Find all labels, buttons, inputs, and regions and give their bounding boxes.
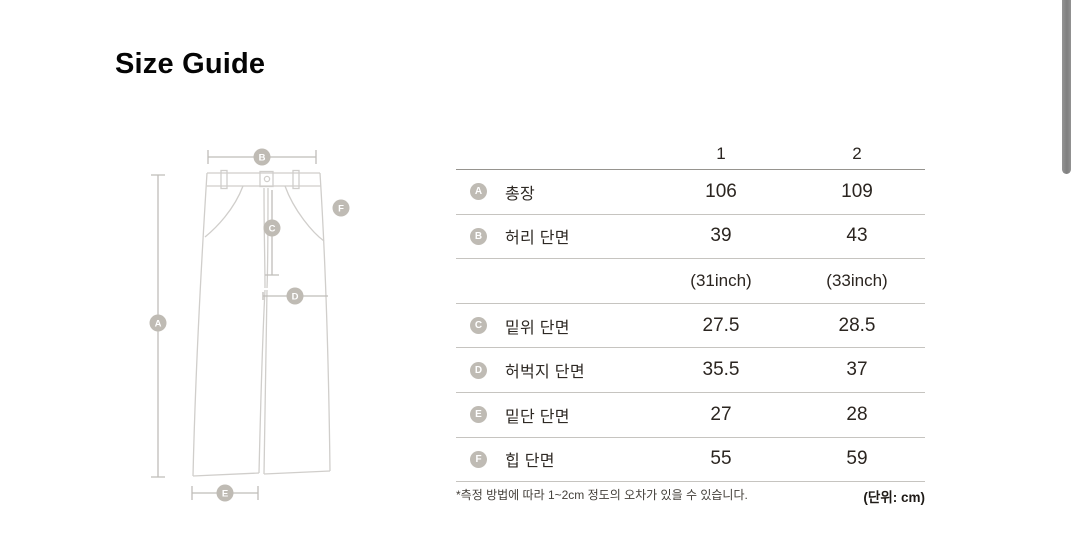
page-title: Size Guide — [115, 48, 266, 80]
row-value-size2: 59 — [846, 448, 868, 470]
row-value-size1: 35.5 — [702, 359, 740, 381]
row-value-size2: 28.5 — [838, 314, 876, 336]
pants-outline — [192, 169, 331, 477]
measure-badge-c: C — [263, 219, 281, 237]
table-footer: *측정 방법에 따라 1~2cm 정도의 오차가 있을 수 있습니다. (단위:… — [456, 486, 925, 506]
measure-badge-b: B — [253, 148, 271, 166]
table-row: C 밑위 단면 27.5 28.5 — [456, 304, 925, 349]
measurement-footnote: *측정 방법에 따라 1~2cm 정도의 오차가 있을 수 있습니다. — [456, 488, 748, 503]
table-row: D 허벅지 단면 35.5 37 — [456, 348, 925, 393]
size-table: 1 2 A 총장 106 109 B 허리 단면 39 43 (31inch) … — [456, 138, 925, 506]
row-badge: C — [470, 317, 487, 335]
row-badge: F — [470, 450, 487, 468]
table-row-inch: (31inch) (33inch) — [456, 259, 925, 304]
svg-text:C: C — [269, 223, 276, 234]
svg-text:B: B — [259, 152, 266, 163]
row-label: 힙 단면 — [505, 453, 555, 471]
row-label: 밑단 단면 — [505, 408, 570, 426]
row-value-size1: 55 — [710, 448, 732, 470]
measure-badge-d: D — [286, 287, 304, 305]
table-row: F 힙 단면 55 59 — [456, 438, 925, 483]
pants-diagram: A B C D E F — [149, 148, 350, 502]
row-value-size1: 27.5 — [702, 314, 740, 336]
row-value-size2: 28 — [846, 403, 868, 425]
row-badge: E — [470, 406, 487, 424]
table-header-row: 1 2 — [456, 138, 925, 170]
row-value-size2: 37 — [846, 359, 868, 381]
column-header-size2: 2 — [852, 143, 862, 163]
svg-text:D: D — [292, 291, 299, 302]
measure-badge-f: F — [332, 199, 350, 217]
row-label: 허벅지 단면 — [505, 364, 585, 382]
vertical-scrollbar-thumb[interactable] — [1062, 0, 1071, 174]
row-label: 허리 단면 — [505, 230, 570, 248]
measure-badge-e: E — [216, 484, 234, 502]
row-value-size1: 39 — [710, 225, 732, 247]
svg-text:E: E — [222, 488, 228, 499]
row-value-size1: 106 — [705, 180, 737, 202]
table-row: B 허리 단면 39 43 — [456, 215, 925, 260]
svg-text:A: A — [155, 318, 162, 329]
row-label: 밑위 단면 — [505, 319, 570, 337]
row-badge: A — [470, 183, 487, 201]
row-badge: D — [470, 361, 487, 379]
row-badge: B — [470, 227, 487, 245]
row-value-size2: (33inch) — [826, 270, 888, 290]
unit-note: (단위: cm) — [863, 490, 925, 506]
measure-badge-a: A — [149, 314, 167, 332]
column-header-size1: 1 — [716, 143, 726, 163]
table-row: A 총장 106 109 — [456, 170, 925, 215]
svg-text:F: F — [338, 203, 344, 214]
row-value-size2: 109 — [841, 180, 873, 202]
row-value-size2: 43 — [846, 225, 868, 247]
row-label: 총장 — [505, 185, 536, 203]
row-value-size1: (31inch) — [690, 270, 752, 290]
table-row: E 밑단 단면 27 28 — [456, 393, 925, 438]
row-value-size1: 27 — [710, 403, 732, 425]
